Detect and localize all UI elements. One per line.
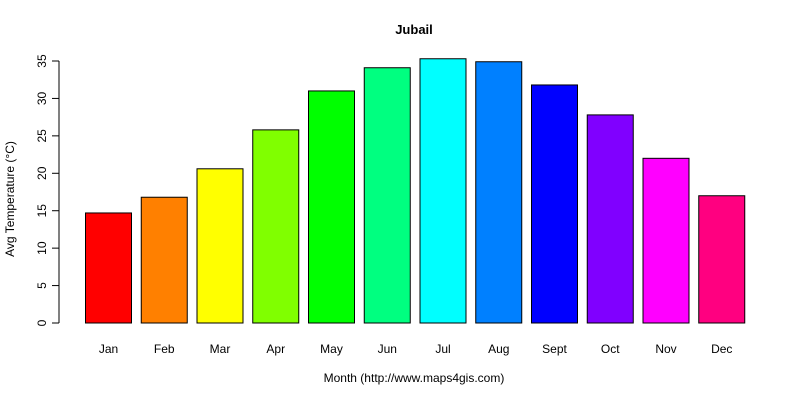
- x-tick-label: Feb: [154, 342, 175, 356]
- bar-nov: [642, 157, 690, 324]
- bar-jun: [363, 67, 411, 324]
- bar-may: [308, 90, 355, 324]
- bar-mar: [196, 168, 244, 324]
- y-tick-label: 15: [35, 204, 49, 218]
- x-tick-label: Mar: [210, 342, 231, 356]
- x-tick-label: Sept: [542, 342, 567, 356]
- x-tick-label: Nov: [655, 342, 676, 356]
- bar-aug: [475, 61, 523, 324]
- y-tick-label: 35: [35, 54, 49, 68]
- x-tick-label: Apr: [266, 342, 285, 356]
- bar-feb: [140, 196, 188, 324]
- y-tick-label: 10: [35, 241, 49, 255]
- x-tick-label: Jan: [99, 342, 118, 356]
- x-tick-label: Jun: [378, 342, 397, 356]
- bar-jul: [419, 58, 467, 324]
- x-tick-label: May: [320, 342, 343, 356]
- bar-sept: [531, 84, 578, 324]
- y-tick-label: 30: [35, 91, 49, 105]
- y-tick-label: 20: [35, 166, 49, 180]
- bar-apr: [252, 129, 300, 324]
- x-axis-label: Month (http://www.maps4gis.com): [323, 371, 505, 385]
- x-tick-label: Jul: [435, 342, 450, 356]
- y-tick-label: 0: [35, 319, 49, 326]
- bar-dec: [698, 195, 746, 324]
- chart-title: Jubail: [395, 22, 433, 37]
- y-tick-label: 25: [35, 129, 49, 143]
- x-tick-label: Oct: [601, 342, 620, 356]
- bar-jan: [85, 212, 132, 324]
- x-tick-label: Aug: [488, 342, 509, 356]
- bar-oct: [586, 114, 634, 324]
- x-tick-label: Dec: [711, 342, 732, 356]
- y-tick-label: 5: [35, 282, 49, 289]
